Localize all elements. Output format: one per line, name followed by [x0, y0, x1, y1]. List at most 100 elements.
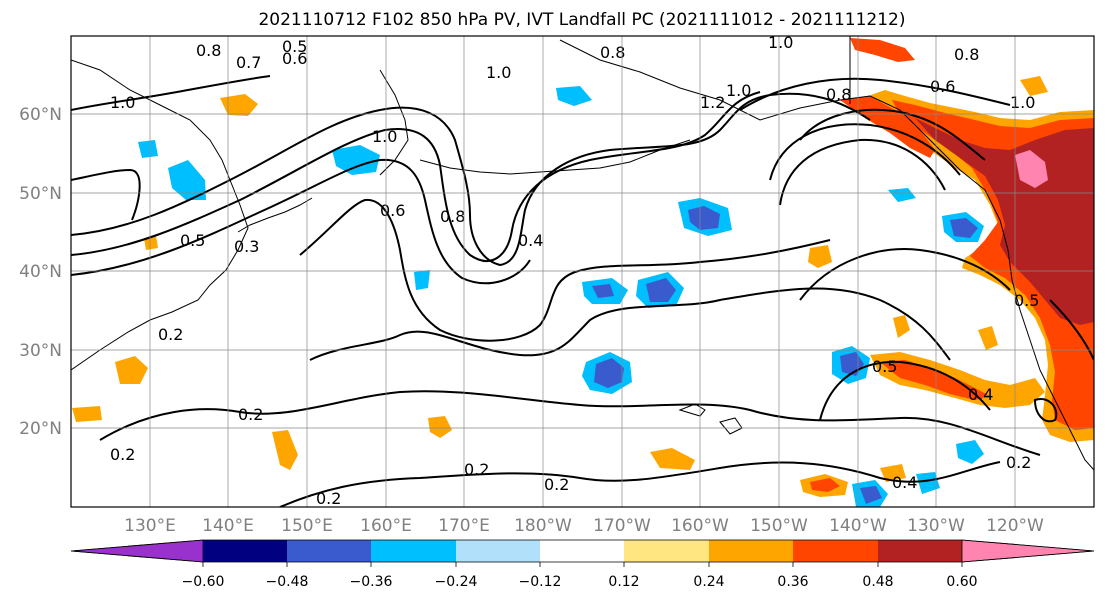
neg-region-11 — [956, 440, 984, 464]
colorbar-extend-max — [961, 539, 1095, 563]
colorbar-segment — [624, 540, 709, 562]
contour-10 — [769, 123, 961, 181]
neg-region-3 — [332, 145, 380, 175]
contour-label: 0.5 — [872, 357, 897, 376]
contour-label: 0.6 — [282, 49, 307, 68]
contour-label: 0.8 — [196, 41, 221, 60]
coast-alaska — [559, 39, 986, 191]
colorbar-segment — [203, 540, 287, 562]
lon-label: 130°E — [124, 516, 176, 536]
contour-labels: 0.8 0.7 0.5 0.6 0.8 1.0 0.8 1.0 1.0 1.2 … — [110, 33, 1039, 508]
lon-label: 150°E — [281, 516, 333, 536]
neg-region-15 — [888, 188, 916, 202]
contour-label: 1.0 — [372, 127, 397, 146]
pos-region-south-mod — [810, 478, 840, 492]
contour-label: 0.2 — [238, 405, 263, 424]
lon-labels: 130°E 140°E 150°E 160°E 170°E 180°W 170°… — [124, 516, 1044, 536]
pos-region-northamerica-strong — [915, 118, 1094, 325]
pos-region-subtropics-mod — [880, 360, 990, 400]
pos-region-4 — [272, 430, 298, 470]
lon-label: 180°W — [514, 516, 572, 536]
pos-region-6 — [650, 448, 695, 470]
contour-label: 0.3 — [234, 237, 259, 256]
lon-label: 130°W — [907, 516, 965, 536]
colorbar-tick-label: 0.24 — [693, 574, 724, 590]
neg-region-8s — [594, 358, 624, 388]
colorbar-segment — [371, 540, 456, 562]
colorbar-ticks: −0.60 −0.48 −0.36 −0.24 −0.12 0.12 0.24 … — [182, 574, 978, 590]
contour-label: 0.7 — [236, 53, 261, 72]
colorbar-segment — [540, 540, 624, 562]
contour-14 — [71, 75, 271, 111]
pos-region-10 — [1020, 76, 1048, 96]
shaded-anomalies — [72, 38, 1094, 507]
contour-label: 0.8 — [954, 45, 979, 64]
pos-region-5 — [428, 416, 452, 438]
pos-region-12 — [144, 236, 158, 250]
contour-label: 0.5 — [180, 231, 205, 250]
neg-region-2 — [138, 140, 158, 158]
colorbar-tick-label: 0.36 — [777, 574, 808, 590]
contour-label: 0.2 — [316, 489, 341, 508]
contour-label: 1.0 — [726, 81, 751, 100]
lat-label: 30°N — [19, 341, 62, 361]
contour-8 — [739, 77, 1011, 111]
contour-label: 0.2 — [110, 445, 135, 464]
colorbar-segment — [709, 540, 793, 562]
colorbar-tick-label: −0.60 — [182, 574, 225, 590]
neg-region-1 — [168, 160, 206, 200]
coast-japan — [237, 197, 313, 233]
lat-labels: 60°N 50°N 40°N 30°N 20°N — [19, 105, 62, 439]
contour-6 — [99, 390, 1041, 456]
neg-region-5s — [688, 206, 720, 230]
lon-label: 170°W — [593, 516, 651, 536]
lon-label: 170°E — [438, 516, 490, 536]
pos-region-1 — [220, 94, 258, 116]
pos-region-11 — [880, 464, 906, 482]
contour-label: 1.0 — [486, 63, 511, 82]
contour-5 — [309, 287, 951, 361]
colorbar-tick-label: −0.36 — [350, 574, 393, 590]
contour-11 — [779, 138, 946, 206]
coast-northamerica — [984, 189, 1094, 471]
lon-label: 160°E — [360, 516, 412, 536]
neg-region-12s — [860, 486, 882, 504]
colorbar-tick-label: 0.48 — [862, 574, 893, 590]
pos-region-7 — [808, 245, 832, 268]
pos-region-8 — [893, 315, 910, 338]
coast-aleutians — [419, 139, 691, 175]
lon-label: 140°W — [829, 516, 887, 536]
lon-label: 160°W — [671, 516, 729, 536]
contour-label: 1.0 — [768, 33, 793, 52]
contour-label: 0.4 — [892, 473, 917, 492]
colorbar — [70, 539, 1095, 567]
contour-15 — [71, 168, 141, 221]
contour-label: 1.2 — [700, 93, 725, 112]
colorbar-tick-label: −0.48 — [266, 574, 309, 590]
contour-1 — [71, 92, 871, 267]
colorbar-segment — [456, 540, 540, 562]
contour-label: 0.2 — [1006, 453, 1031, 472]
map-layers: 0.8 0.7 0.5 0.6 0.8 1.0 0.8 1.0 1.0 1.2 … — [71, 33, 1094, 508]
contour-label: 0.4 — [968, 385, 993, 404]
lon-label: 120°W — [986, 516, 1044, 536]
map-title: 2021110712 F102 850 hPa PV, IVT Landfall… — [258, 10, 905, 30]
pos-region-9 — [978, 326, 998, 350]
contour-7 — [279, 461, 1001, 507]
lon-label: 150°W — [750, 516, 808, 536]
contour-label: 0.5 — [282, 37, 307, 56]
colorbar-tick-label: −0.12 — [519, 574, 562, 590]
lat-label: 50°N — [19, 184, 62, 204]
pos-region-3 — [72, 406, 102, 422]
neg-region-6s — [592, 284, 614, 298]
contour-3 — [71, 158, 531, 285]
contour-9 — [799, 108, 986, 161]
contour-17 — [1033, 398, 1058, 423]
contour-label: 1.0 — [110, 93, 135, 112]
contour-label: 0.8 — [600, 43, 625, 62]
lon-label: 140°E — [202, 516, 254, 536]
contour-2 — [71, 91, 761, 262]
contour-label: 0.2 — [158, 325, 183, 344]
contour-label: 0.2 — [544, 475, 569, 494]
